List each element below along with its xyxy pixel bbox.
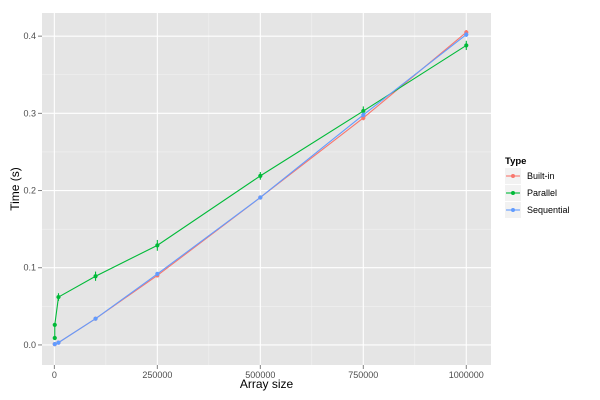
y-tick-label: 0.0 bbox=[23, 340, 36, 350]
axis-ticks bbox=[38, 35, 467, 369]
x-tick-label: 0 bbox=[52, 370, 57, 380]
data-point-parallel bbox=[52, 335, 57, 341]
legend-key-point bbox=[511, 191, 515, 195]
legend-key-point bbox=[511, 174, 515, 178]
legend-title: Type bbox=[505, 156, 526, 167]
data-point-parallel bbox=[93, 274, 98, 279]
x-tick-label: 1000000 bbox=[449, 370, 484, 380]
y-tick-label: 0.1 bbox=[23, 263, 36, 273]
legend: Type Built-in Parallel Sequential bbox=[505, 156, 570, 218]
axis-labels: 0 250000 500000 750000 1000000 0.0 0.1 0.2 0.3 0.… bbox=[23, 31, 483, 380]
data-point-parallel bbox=[155, 243, 160, 248]
x-tick-label: 250000 bbox=[142, 370, 172, 380]
data-point-parallel bbox=[258, 173, 263, 178]
data-point-parallel bbox=[52, 322, 57, 327]
data-point-parallel bbox=[464, 43, 469, 48]
legend-label: Built-in bbox=[527, 171, 555, 181]
x-tick-label: 500000 bbox=[245, 370, 275, 380]
data-point-sequential bbox=[155, 271, 160, 277]
grid-major bbox=[42, 13, 491, 365]
data-point-built-in bbox=[361, 115, 366, 121]
plot-panel bbox=[42, 13, 491, 365]
y-tick-label: 0.3 bbox=[23, 108, 36, 118]
legend-label: Sequential bbox=[527, 205, 570, 215]
series-line-parallel bbox=[54, 44, 467, 338]
y-tick-label: 0.4 bbox=[23, 31, 36, 41]
data-point-parallel bbox=[56, 294, 61, 300]
legend-item-sequential: Sequential bbox=[505, 202, 570, 218]
series-layer bbox=[52, 29, 469, 347]
series-parallel bbox=[52, 40, 469, 341]
legend-label: Parallel bbox=[527, 188, 557, 198]
legend-key-point bbox=[511, 208, 515, 212]
data-point-sequential bbox=[56, 340, 61, 345]
y-tick-label: 0.2 bbox=[23, 186, 36, 196]
x-tick-label: 750000 bbox=[348, 370, 378, 380]
grid-minor bbox=[42, 13, 491, 365]
data-point-sequential bbox=[93, 316, 98, 321]
legend-item-parallel: Parallel bbox=[505, 185, 557, 201]
data-point-parallel bbox=[361, 108, 366, 114]
data-point-sequential bbox=[464, 32, 469, 37]
data-point-sequential bbox=[258, 195, 263, 200]
data-point-sequential bbox=[52, 342, 57, 347]
data-point-sequential bbox=[361, 112, 366, 117]
series-sequential bbox=[52, 32, 469, 347]
legend-item-built-in: Built-in bbox=[505, 168, 555, 184]
x-axis-title: Array size bbox=[240, 377, 294, 391]
y-axis-title: Time (s) bbox=[8, 167, 22, 211]
